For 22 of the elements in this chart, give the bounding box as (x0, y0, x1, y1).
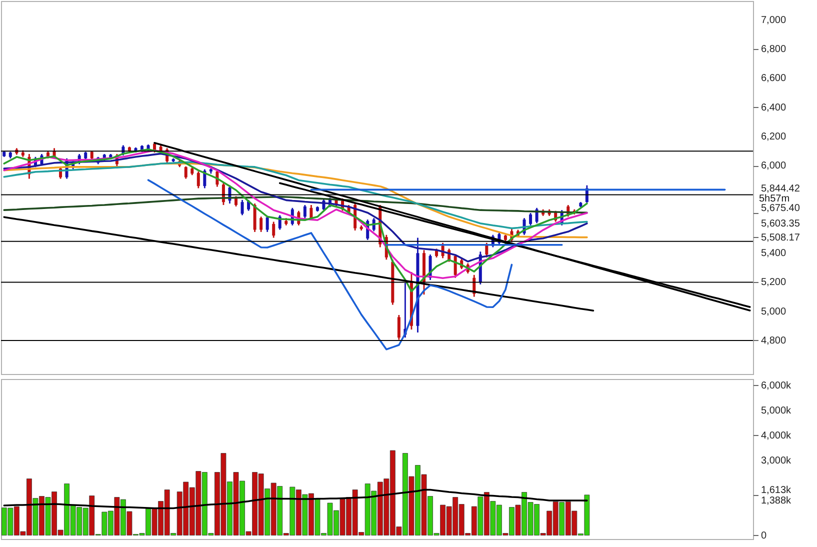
y-tick-label: 3,000k (761, 455, 792, 466)
y-tick-label: 6,800 (761, 44, 786, 56)
y-tick-label: 6,200 (761, 132, 786, 143)
y-tick-label: 6,400 (761, 102, 786, 114)
y-tick-label: 5,508.17 (761, 232, 800, 244)
y-tick-label: 6,000 (761, 160, 786, 172)
y-tick-label: 5,844.42 (761, 183, 800, 194)
y-tick-label: 0 (761, 530, 767, 542)
y-tick-label: 7,000 (761, 14, 786, 26)
y-tick-label: 1,388k (761, 496, 792, 507)
y-tick-label: 5,000k (761, 405, 792, 416)
y-tick-label: 6,600 (761, 73, 786, 84)
y-tick-label: 5,603.35 (761, 218, 800, 230)
y-tick-label: 6,000k (761, 380, 792, 392)
y-tick-label: 5,200 (761, 277, 786, 288)
y-tick-label: 4,000k (761, 430, 792, 442)
y-tick-label: 4,800 (761, 335, 786, 346)
y-tick-label: 5,675.40 (761, 202, 800, 214)
y-tick-label: 1,613k (761, 484, 792, 496)
y-tick-label: 5,000 (761, 306, 786, 318)
y-tick-label: 5,400 (761, 248, 786, 260)
text: 5h57m (759, 194, 790, 205)
